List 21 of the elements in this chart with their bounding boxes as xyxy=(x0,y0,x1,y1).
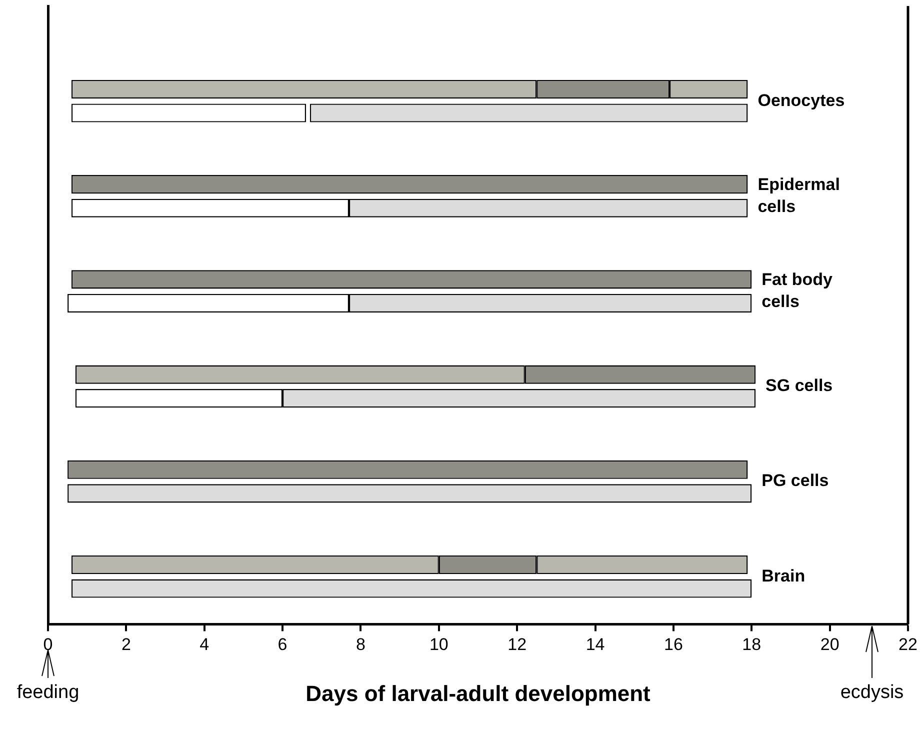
x-tick-label: 0 xyxy=(43,635,53,654)
x-tick-label: 10 xyxy=(429,635,448,654)
x-tick-label: 20 xyxy=(820,635,840,654)
x-tick-label: 18 xyxy=(742,635,762,654)
x-tick-label: 14 xyxy=(586,635,605,654)
x-tick-label: 6 xyxy=(278,635,288,654)
x-tick-label: 12 xyxy=(508,635,527,654)
x-tick-label: 8 xyxy=(356,635,366,654)
x-tick-label: 22 xyxy=(898,635,918,654)
y-tick-label: Fat body cells xyxy=(762,270,834,312)
text: feeding xyxy=(16,682,80,704)
y-tick-label: Brain xyxy=(762,566,806,586)
x-tick-label: 16 xyxy=(664,635,683,654)
y-tick-label: PG cells xyxy=(762,471,829,490)
text: ecdysis xyxy=(840,682,904,704)
y-tick-label: Oenocytes xyxy=(758,90,845,110)
x-tick-label: 2 xyxy=(121,635,131,654)
x-tick-label: 4 xyxy=(200,635,210,654)
y-tick-label: SG cells xyxy=(766,376,833,396)
x-axis-title: Days of larval-adult development xyxy=(306,680,652,706)
y-tick-label: Epidermal cells xyxy=(758,174,840,216)
